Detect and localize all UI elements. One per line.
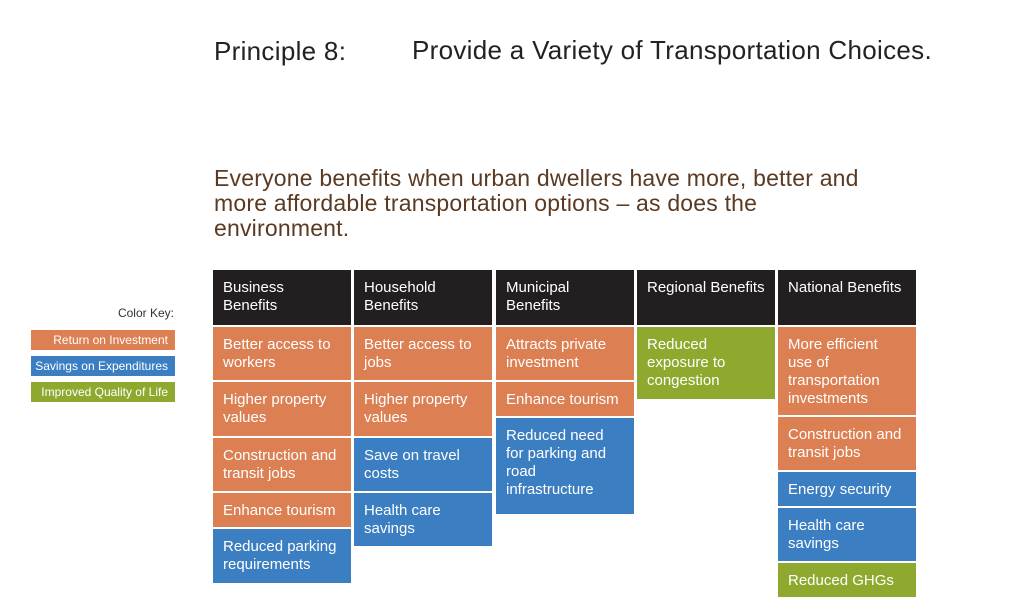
benefit-cell: Health care savings xyxy=(354,493,492,546)
benefit-cell: Construction and transit jobs xyxy=(778,417,916,470)
benefit-cell: Reduced GHGs xyxy=(778,563,916,597)
subtitle: Everyone benefits when urban dwellers ha… xyxy=(214,165,859,241)
color-key-savings-on-expenditures: Savings on Expenditures xyxy=(31,356,175,376)
column-header: Regional Benefits xyxy=(637,270,775,325)
benefit-cell: Save on travel costs xyxy=(354,438,492,491)
page-title: Provide a Variety of Transportation Choi… xyxy=(412,35,932,65)
column-header: National Benefits xyxy=(778,270,916,325)
benefit-cell: Construction and transit jobs xyxy=(213,438,351,491)
column-national-benefits: National Benefits More efficient use of … xyxy=(778,270,916,597)
benefit-cell: Attracts private investment xyxy=(496,327,634,380)
benefit-cell: Reduced parking requirements xyxy=(213,529,351,583)
column-business-benefits: Business Benefits Better access to worke… xyxy=(213,270,351,583)
benefit-cell: Better access to jobs xyxy=(354,327,492,380)
column-regional-benefits: Regional Benefits Reduced exposure to co… xyxy=(637,270,775,399)
benefit-cell: Energy security xyxy=(778,472,916,506)
benefit-cell: Enhance tourism xyxy=(496,382,634,416)
color-key-title: Color Key: xyxy=(117,306,174,320)
benefit-cell: Health care savings xyxy=(778,508,916,561)
benefit-cell: Higher property values xyxy=(354,382,492,436)
column-header: Municipal Benefits xyxy=(496,270,634,325)
color-key-improved-quality-of-life: Improved Quality of Life xyxy=(31,382,175,402)
column-header: Business Benefits xyxy=(213,270,351,325)
benefit-cell: Reduced need for parking and road infras… xyxy=(496,418,634,514)
benefit-cell: Reduced exposure to congestion xyxy=(637,327,775,399)
benefit-cell: Enhance tourism xyxy=(213,493,351,527)
principle-label: Principle 8: xyxy=(214,36,347,66)
benefit-cell: Higher property values xyxy=(213,382,351,436)
column-municipal-benefits: Municipal Benefits Attracts private inve… xyxy=(496,270,634,514)
color-key-return-on-investment: Return on Investment xyxy=(31,330,175,350)
benefit-cell: Better access to workers xyxy=(213,327,351,380)
column-header: Household Benefits xyxy=(354,270,492,325)
column-household-benefits: Household Benefits Better access to jobs… xyxy=(354,270,492,546)
benefit-cell: More efficient use of transportation inv… xyxy=(778,327,916,415)
